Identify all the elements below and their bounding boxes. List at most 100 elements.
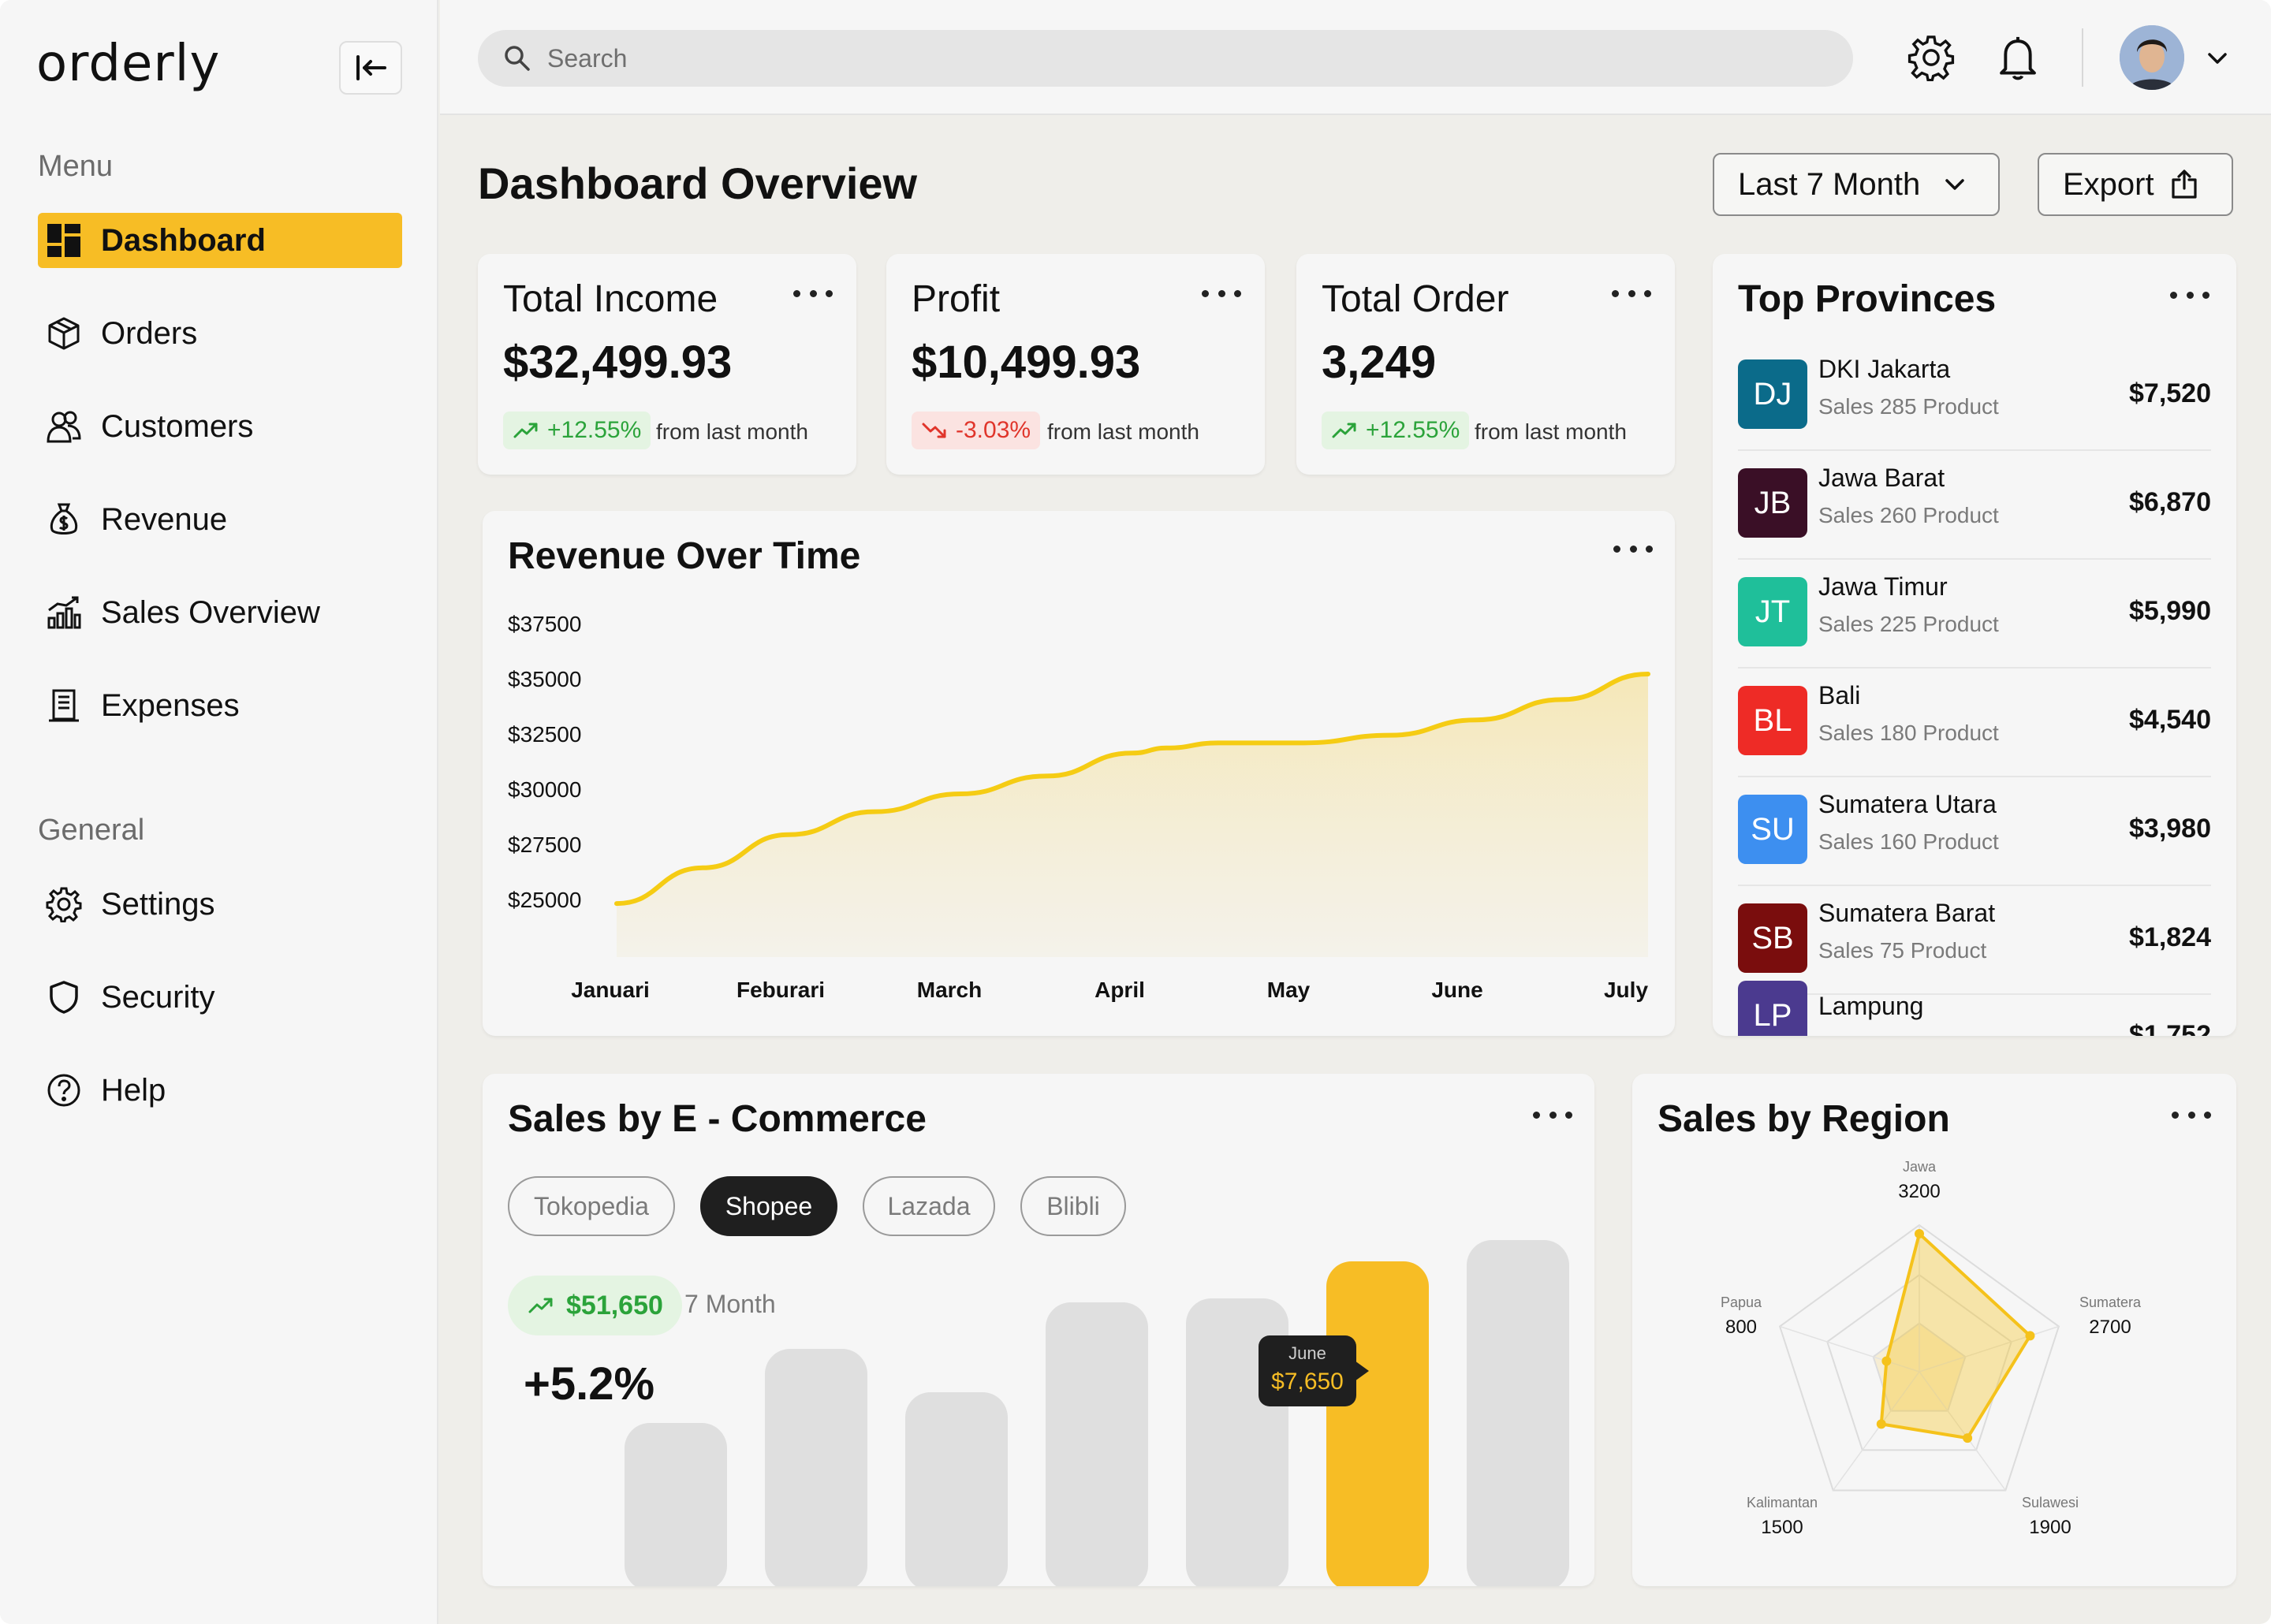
tab-label: Lazada <box>887 1191 971 1220</box>
stat-note: from last month <box>1475 419 1627 444</box>
province-row[interactable]: LP Lampung $1,752 <box>1738 981 2211 1036</box>
revenue-area-chart <box>614 672 1650 957</box>
province-row[interactable]: SB Sumatera Barat Sales 75 Product $1,824 <box>1738 886 2211 995</box>
revenue-chart-card: Revenue Over Time $37500 $35000 $32500 $300… <box>483 511 1675 1036</box>
stat-change-value: +12.55% <box>547 417 642 443</box>
stat-note: from last month <box>1047 419 1199 444</box>
shield-icon <box>44 978 84 1017</box>
sidebar-item-security[interactable]: Security <box>38 970 402 1025</box>
bar-feburari[interactable] <box>765 1349 867 1586</box>
radar-grid-ring <box>1778 1224 2060 1492</box>
radar-axis-label: Jawa <box>1902 1159 1937 1175</box>
radar-axis-value: 3200 <box>1898 1181 1941 1202</box>
province-name: Sumatera Barat <box>1818 899 1996 927</box>
export-label: Export <box>2063 166 2154 202</box>
more-options-button[interactable] <box>1202 277 1241 309</box>
province-row[interactable]: BL Bali Sales 180 Product $4,540 <box>1738 669 2211 777</box>
radar-axis-line <box>1919 1325 2060 1373</box>
receipt-icon <box>44 686 84 725</box>
period-label: 7 Month <box>684 1290 776 1318</box>
period-select[interactable]: Last 7 Month <box>1713 153 2000 216</box>
radar-axis-label: Sumatera <box>2079 1294 2142 1310</box>
stat-value: $10,499.93 <box>912 337 1141 388</box>
avatar[interactable] <box>2120 25 2184 90</box>
sidebar-item-revenue[interactable]: Revenue <box>38 492 402 547</box>
card-title: Sales by Region <box>1658 1098 1950 1140</box>
sidebar-item-customers[interactable]: Customers <box>38 399 402 454</box>
tab-tokopedia[interactable]: Tokopedia <box>508 1176 675 1236</box>
general-section-label: General <box>38 814 145 847</box>
bar-march[interactable] <box>905 1392 1008 1586</box>
collapse-sidebar-button[interactable] <box>339 41 402 95</box>
province-row[interactable]: JT Jawa Timur Sales 225 Product $5,990 <box>1738 560 2211 669</box>
x-tick-label: Feburari <box>736 978 826 1002</box>
search-bar[interactable] <box>478 30 1853 87</box>
notifications-button[interactable] <box>1992 32 2044 84</box>
topbar <box>440 0 2271 115</box>
gear-icon <box>44 885 84 924</box>
tab-label: Blibli <box>1046 1191 1100 1220</box>
bar-june[interactable] <box>1326 1261 1429 1586</box>
stat-card-profit: Profit $10,499.93 -3.03% from last month <box>886 254 1265 475</box>
tab-lazada[interactable]: Lazada <box>863 1176 995 1236</box>
tab-blibli[interactable]: Blibli <box>1020 1176 1126 1236</box>
province-sales: Sales 160 Product <box>1818 829 1999 854</box>
export-button[interactable]: Export <box>2038 153 2233 216</box>
radar-point <box>1876 1419 1886 1429</box>
search-input[interactable] <box>547 43 1730 73</box>
chevron-down-icon <box>1945 179 1964 190</box>
sidebar-item-orders[interactable]: Orders <box>38 306 402 361</box>
sidebar-item-expenses[interactable]: Expenses <box>38 678 402 733</box>
collapse-left-icon <box>356 55 386 80</box>
sidebar-item-settings[interactable]: Settings <box>38 877 402 932</box>
sidebar-item-label: Expenses <box>101 687 240 723</box>
radar-axis-line <box>1779 1325 1920 1373</box>
x-tick-label: April <box>1094 978 1145 1002</box>
stat-change-badge: -3.03% <box>912 412 1041 449</box>
card-title: Top Provinces <box>1738 278 1997 320</box>
stat-card-total-order: Total Order 3,249 +12.55% from last mont… <box>1296 254 1675 475</box>
radar-axis-line <box>1833 1371 1920 1491</box>
more-options-button[interactable] <box>1533 1099 1572 1130</box>
radar-axis-value: 800 <box>1725 1317 1758 1338</box>
province-name: Jawa Timur <box>1818 572 1948 601</box>
period-select-value: Last 7 Month <box>1738 166 1921 202</box>
radar-point <box>2025 1331 2035 1341</box>
chart-bars-icon <box>44 593 84 632</box>
province-sales: Sales 260 Product <box>1818 503 1999 527</box>
province-row[interactable]: JB Jawa Barat Sales 260 Product $6,870 <box>1738 451 2211 560</box>
sidebar-item-sales-overview[interactable]: Sales Overview <box>38 585 402 640</box>
bar-tooltip: June $7,650 <box>1259 1335 1369 1406</box>
sidebar-item-dashboard[interactable]: Dashboard <box>38 213 402 268</box>
radar-axis-value: 1900 <box>2029 1517 2071 1538</box>
sidebar-item-label: Settings <box>101 886 215 922</box>
province-amount: $5,990 <box>2129 596 2211 626</box>
province-amount: $6,870 <box>2129 487 2211 517</box>
province-badge: SB <box>1738 903 1807 973</box>
stat-note: from last month <box>656 419 808 444</box>
sidebar-item-help[interactable]: Help <box>38 1063 402 1118</box>
province-name: Sumatera Utara <box>1818 790 1997 818</box>
more-options-button[interactable] <box>2170 279 2209 311</box>
settings-button[interactable] <box>1905 32 1957 84</box>
radar-point <box>1881 1356 1892 1366</box>
more-options-button[interactable] <box>793 277 833 309</box>
user-photo-icon <box>2120 25 2184 90</box>
x-tick-label: July <box>1603 978 1649 1002</box>
more-options-button[interactable] <box>1613 533 1653 564</box>
more-options-button[interactable] <box>1612 277 1651 309</box>
chevron-down-icon[interactable] <box>2203 44 2232 73</box>
radar-axis-label: Kalimantan <box>1746 1495 1818 1510</box>
province-sales: Sales 225 Product <box>1818 612 1999 636</box>
radar-axis-value: 1500 <box>1761 1517 1803 1538</box>
province-row[interactable]: DJ DKI Jakarta Sales 285 Product $7,520 <box>1738 342 2211 451</box>
bar-januari[interactable] <box>625 1423 727 1586</box>
bar-april[interactable] <box>1046 1302 1148 1586</box>
province-row[interactable]: SU Sumatera Utara Sales 160 Product $3,980 <box>1738 777 2211 886</box>
stat-change-badge: +12.55% <box>1322 412 1470 449</box>
bar-july[interactable] <box>1467 1240 1569 1586</box>
more-options-button[interactable] <box>2172 1099 2211 1130</box>
province-name: DKI Jakarta <box>1818 355 1951 383</box>
tab-shopee[interactable]: Shopee <box>700 1176 837 1236</box>
